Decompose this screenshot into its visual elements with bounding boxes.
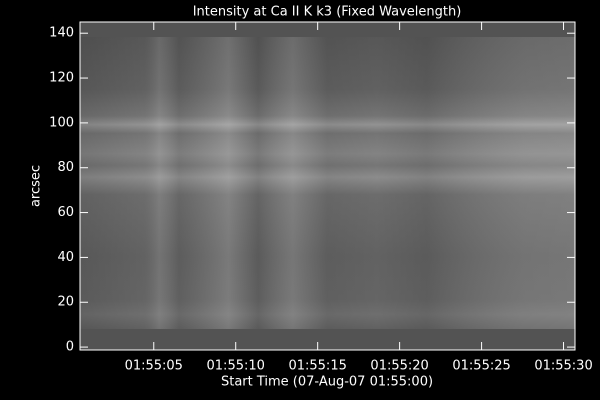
x-axis-label: Start Time (07-Aug-07 01:55:00) <box>221 375 433 390</box>
chart-title: Intensity at Ca II K k3 (Fixed Wavelengt… <box>193 5 462 20</box>
y-tick-label: 20 <box>57 295 74 310</box>
y-tick-label: 80 <box>57 160 74 175</box>
y-tick-label: 40 <box>57 250 74 265</box>
x-tick-label: 01:55:20 <box>370 359 428 374</box>
x-tick-label: 01:55:10 <box>207 359 265 374</box>
x-tick-label: 01:55:15 <box>288 359 346 374</box>
x-tick-label: 01:55:30 <box>534 359 592 374</box>
x-tick-label: 01:55:25 <box>452 359 510 374</box>
y-tick-label: 140 <box>49 26 74 41</box>
intensity-image-texture <box>80 37 575 329</box>
y-tick-label: 0 <box>66 340 74 355</box>
x-tick-label: 01:55:05 <box>125 359 183 374</box>
y-axis-label: arcsec <box>29 165 44 207</box>
y-tick-label: 120 <box>49 71 74 86</box>
y-tick-label: 100 <box>49 115 74 130</box>
y-tick-label: 60 <box>57 205 74 220</box>
plot-frame <box>79 21 576 351</box>
